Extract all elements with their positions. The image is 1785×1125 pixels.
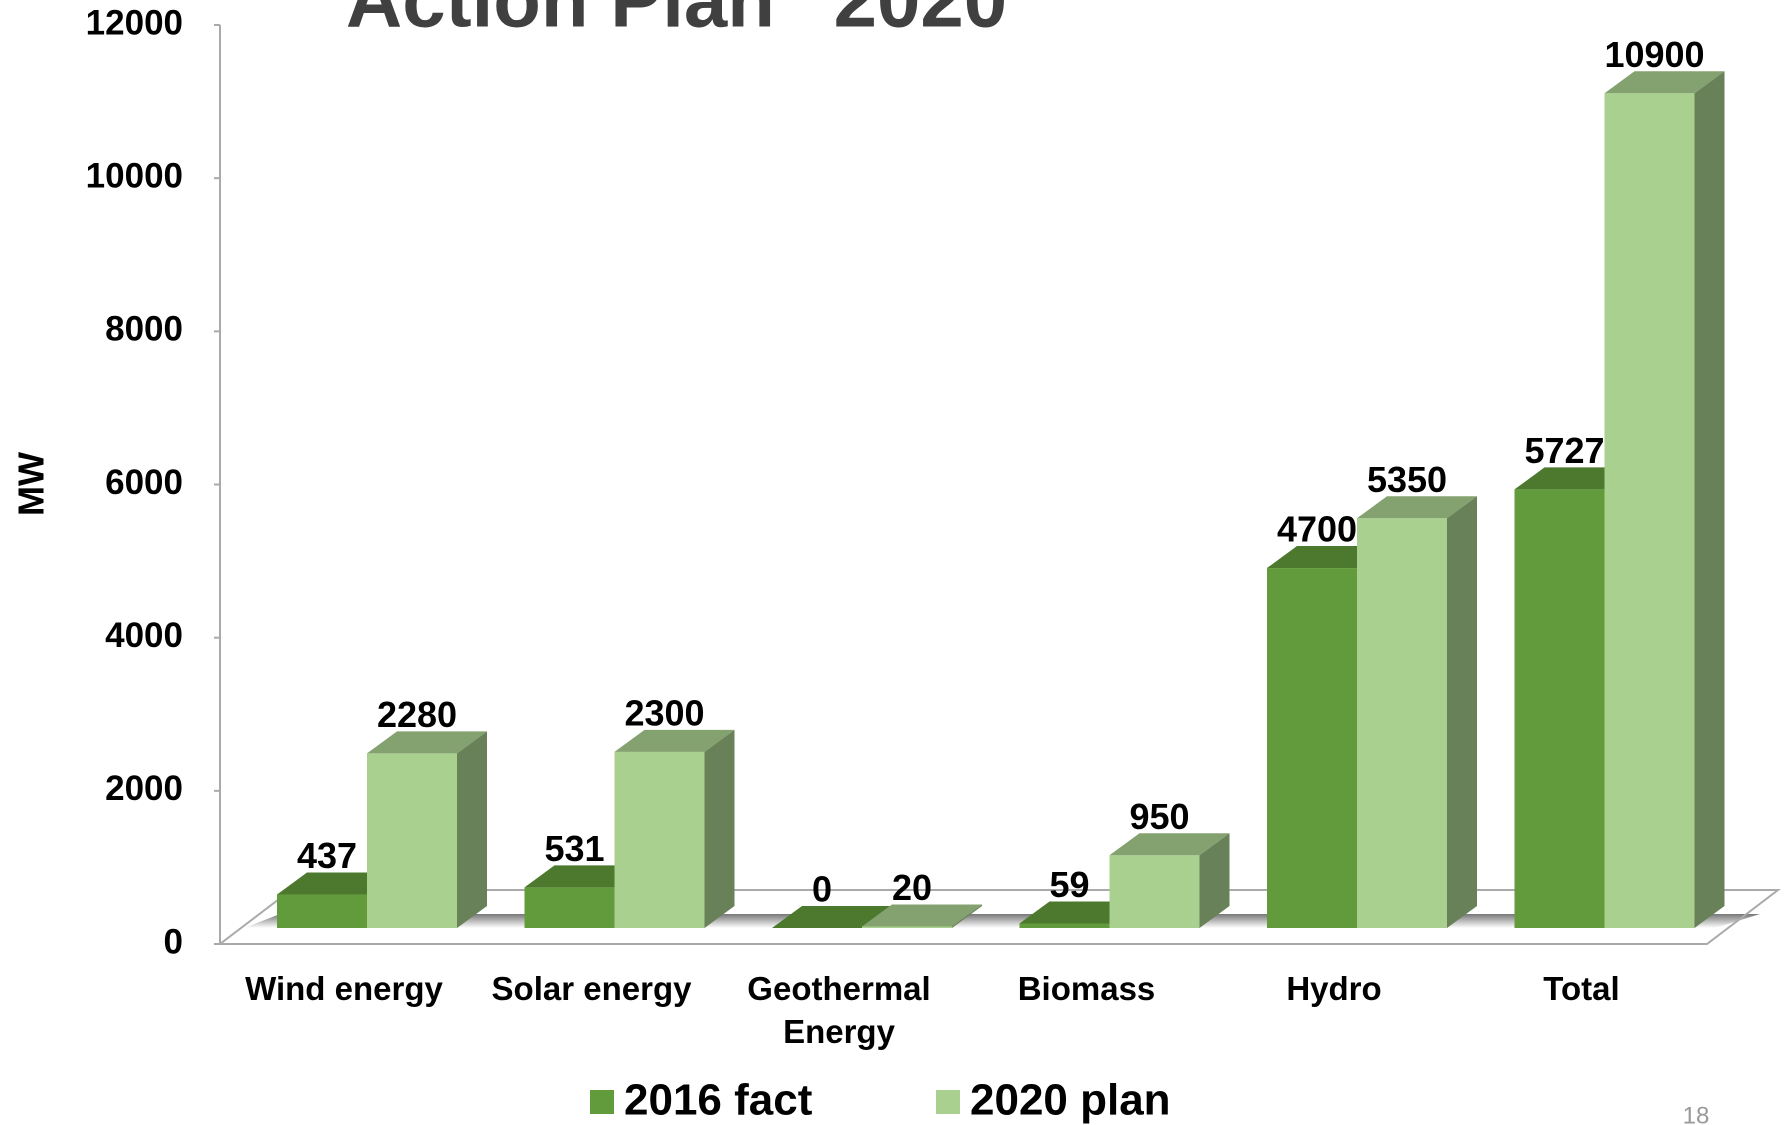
data-label: 5350 <box>1367 459 1447 500</box>
x-tick-label: Hydro <box>1286 970 1382 1007</box>
bar <box>277 894 367 928</box>
bar <box>1267 568 1357 928</box>
bar <box>524 887 615 928</box>
chart-title: Action Plan "2020" <box>346 0 1044 44</box>
x-tick-label: Total <box>1543 970 1620 1007</box>
bar-top <box>862 904 982 927</box>
bar-top <box>772 906 892 928</box>
bar-side <box>457 731 487 928</box>
bar <box>614 751 705 928</box>
x-tick-label: Biomass <box>1017 970 1156 1007</box>
x-tick-label: Geothermal Energy <box>747 970 931 1050</box>
bar-top <box>1357 496 1477 519</box>
bar <box>367 753 457 928</box>
data-label: 531 <box>544 828 604 869</box>
bar <box>1604 93 1695 928</box>
bar-side <box>952 904 982 928</box>
y-tick-label: 2000 <box>105 769 183 808</box>
bar-side <box>1694 71 1725 928</box>
data-label: 437 <box>297 835 357 876</box>
y-tick-label: 10000 <box>86 156 183 195</box>
y-tick-label: 4000 <box>105 616 183 655</box>
floor <box>217 889 1781 945</box>
bar-top <box>614 729 735 752</box>
bar <box>862 926 952 928</box>
data-label: 20 <box>892 867 932 908</box>
y-tick-label: 12000 <box>86 3 183 42</box>
legend-swatch <box>936 1090 960 1114</box>
data-label: 2300 <box>624 692 704 733</box>
x-tick-label: Wind energy <box>245 970 443 1007</box>
page-number: 18 <box>1683 1102 1710 1125</box>
bar-side <box>1447 496 1477 928</box>
bar-side <box>704 729 735 928</box>
legend-swatch <box>590 1090 614 1114</box>
y-tick-label: 0 <box>164 922 183 961</box>
bar-top <box>1604 71 1725 94</box>
y-tick-label: 8000 <box>105 310 183 349</box>
bar-top <box>1109 833 1230 856</box>
data-label: 4700 <box>1277 509 1357 550</box>
bar-side <box>1199 833 1230 928</box>
data-label: 10900 <box>1604 34 1704 75</box>
data-label: 5727 <box>1524 430 1604 471</box>
y-tick-label: 6000 <box>105 463 183 502</box>
legend-label: 2016 fact <box>624 1076 813 1125</box>
data-label: 0 <box>812 869 832 910</box>
y-axis-label: MW <box>11 452 52 516</box>
bar <box>1019 923 1110 928</box>
bar-top <box>367 731 487 754</box>
data-label: 950 <box>1129 796 1189 837</box>
x-tick-label: Solar energy <box>491 970 692 1007</box>
data-label: 2280 <box>377 694 457 735</box>
bar <box>1357 518 1447 928</box>
bar <box>1109 855 1200 928</box>
legend-label: 2020 plan <box>970 1076 1171 1125</box>
data-label: 59 <box>1049 864 1089 905</box>
bar <box>1514 489 1605 928</box>
